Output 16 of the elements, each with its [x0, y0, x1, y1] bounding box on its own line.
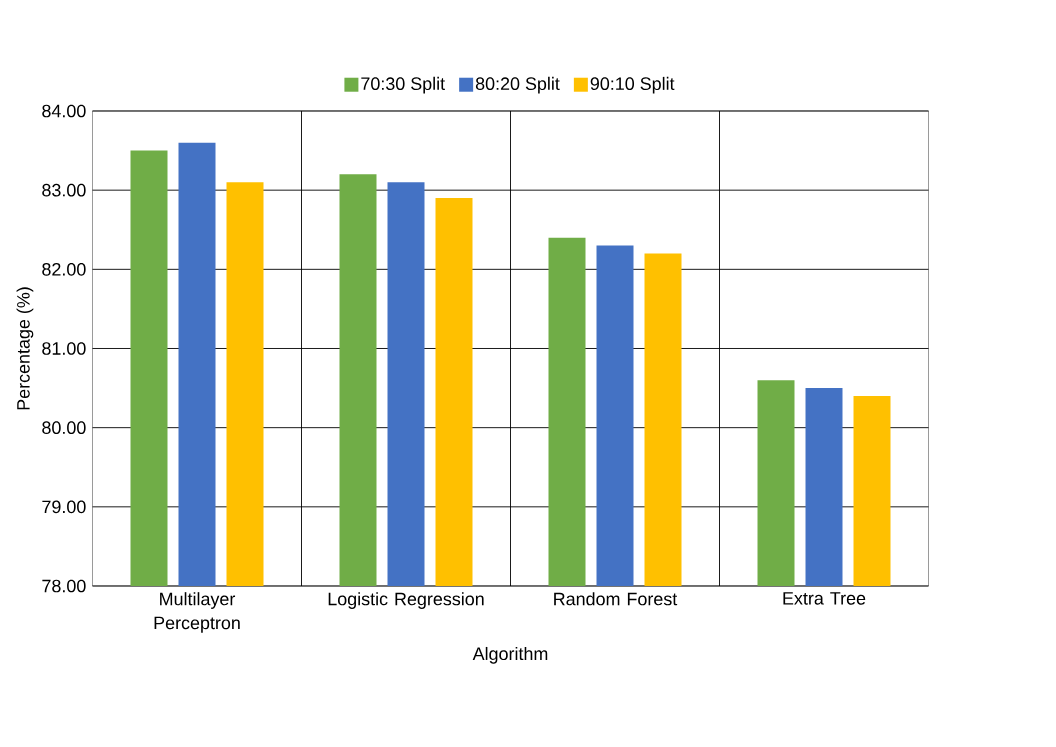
y-tick-label: 84.00 [42, 104, 86, 118]
x-tick-label: Logistic Regression [328, 592, 484, 609]
y-tick-label: 82.00 [42, 262, 86, 276]
legend-label: 70:30 Split [361, 76, 445, 94]
legend-label: 90:10 Split [590, 76, 675, 94]
y-tick-label: 78.00 [42, 579, 86, 593]
x-tick-label: Multilayer Perceptron [154, 592, 240, 633]
x-axis-title: Algorithm [472, 646, 548, 664]
x-tick-label: Extra Tree [783, 592, 866, 605]
y-tick-label: 81.00 [42, 342, 86, 355]
x-tick-label: Random Forest [554, 592, 678, 606]
y-tick-label: 80.00 [42, 421, 86, 435]
y-tick-label: 83.00 [42, 183, 86, 197]
y-tick-label: 79.00 [42, 500, 86, 514]
y-axis-title: Percentage (%) [16, 287, 34, 410]
legend-label: 80:20 Split [475, 76, 560, 94]
